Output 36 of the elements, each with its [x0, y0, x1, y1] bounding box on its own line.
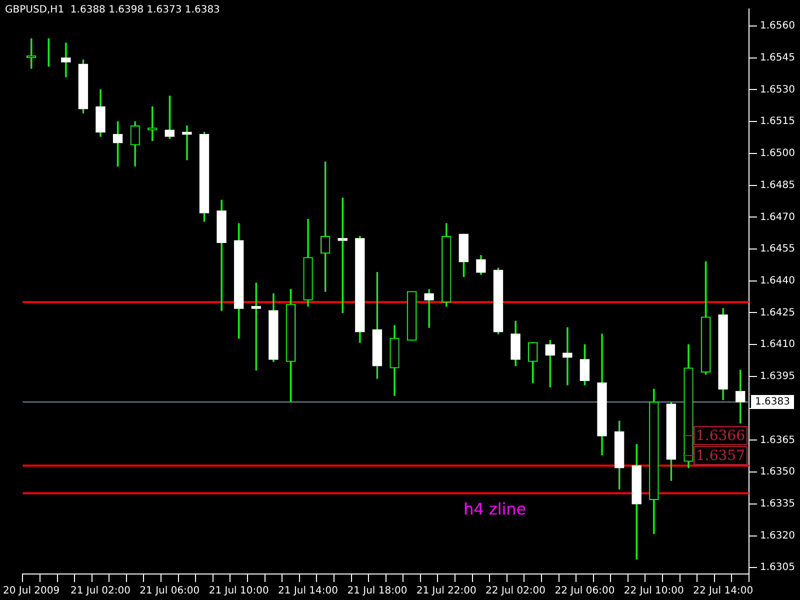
y-tick-label: 1.6335: [760, 498, 796, 510]
annotation: 1.6366: [696, 428, 746, 444]
y-tick-label: 1.6560: [760, 20, 796, 32]
y-tick-label: 1.6545: [760, 52, 796, 64]
x-tick-label: 22 Jul 06:00: [554, 586, 615, 597]
ref-line-label: h4 zline: [463, 499, 526, 518]
x-tick-label: 22 Jul 10:00: [624, 586, 684, 597]
y-tick-label: 1.6320: [760, 530, 796, 542]
y-tick-label: 1.6530: [760, 84, 796, 96]
y-tick-label: 1.6485: [760, 180, 796, 191]
y-tick-label: 1.6410: [760, 339, 796, 350]
y-tick-label: 1.6395: [760, 371, 796, 382]
y-tick-label: 1.6515: [760, 116, 796, 128]
y-tick-label: 1.6455: [760, 244, 796, 255]
ref-line-label: 1.6383: [755, 396, 790, 408]
annotation: 1.6357: [696, 448, 746, 464]
y-tick-label: 1.6365: [760, 434, 796, 446]
y-tick-label: 1.6425: [760, 307, 796, 318]
x-tick-label: 22 Jul 14:00: [693, 586, 754, 597]
x-tick-label: 21 Jul 10:00: [208, 586, 269, 597]
y-tick-label: 1.6440: [760, 275, 796, 286]
chart-title: GBPUSD,H1 1.6388 1.6398 1.6373 1.6383: [5, 4, 220, 16]
x-tick-label: 21 Jul 06:00: [140, 586, 200, 597]
x-tick-label: 22 Jul 02:00: [486, 586, 546, 597]
y-tick-label: 1.6500: [760, 148, 796, 160]
y-tick-label: 1.6350: [760, 466, 796, 478]
y-tick-label: 1.6470: [760, 212, 796, 223]
x-tick-label: 21 Jul 14:00: [278, 586, 338, 597]
x-tick-label: 21 Jul 18:00: [347, 586, 408, 597]
y-tick-label: 1.6305: [760, 562, 796, 574]
x-tick-label: 20 Jul 2009: [3, 586, 60, 597]
candlestick: [562, 327, 572, 386]
x-tick-label: 21 Jul 02:00: [70, 586, 130, 597]
candlestick: [424, 289, 434, 328]
candlestick: [182, 125, 192, 160]
x-tick-label: 21 Jul 22:00: [416, 586, 476, 597]
